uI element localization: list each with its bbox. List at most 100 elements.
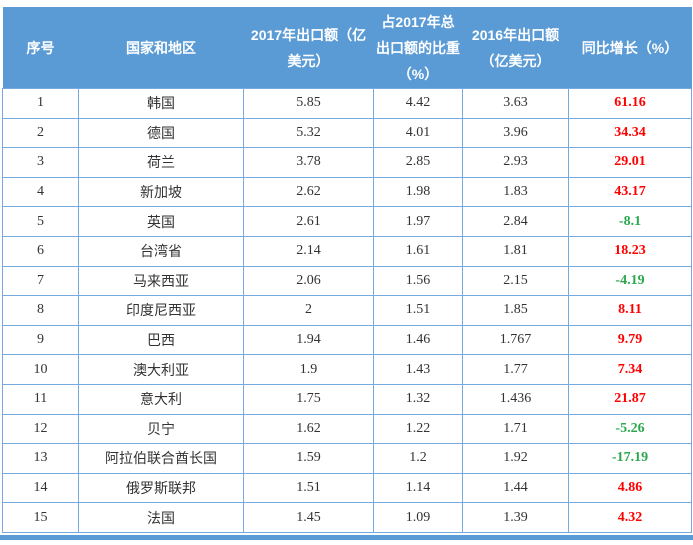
cell-export-2017: 1.62	[243, 413, 374, 445]
table-row: 3 荷兰 3.78 2.85 2.93 29.01	[2, 147, 692, 178]
table-row: 11 意大利 1.75 1.32 1.436 21.87	[2, 383, 692, 415]
cell-export-2016: 1.436	[462, 383, 569, 415]
table-row: 5 英国 2.61 1.97 2.84 -8.1	[2, 206, 692, 237]
cell-export-2017: 2	[243, 295, 374, 326]
cell-country: 巴西	[78, 324, 244, 356]
table-row: 14 俄罗斯联邦 1.51 1.14 1.44 4.86	[2, 472, 692, 504]
cell-export-2016: 1.71	[462, 413, 569, 445]
cell-country: 台湾省	[78, 235, 244, 267]
cell-export-2016: 1.39	[462, 502, 569, 533]
cell-growth: 43.17	[568, 176, 692, 208]
cell-export-2017: 1.59	[243, 443, 374, 474]
table-row: 13 阿拉伯联合酋长国 1.59 1.2 1.92 -17.19	[2, 443, 692, 474]
table-body: 1 韩国 5.85 4.42 3.63 61.16 2 德国 5.32 4.01…	[2, 88, 692, 533]
cell-export-2017: 1.75	[243, 383, 374, 415]
cell-growth: -8.1	[568, 206, 692, 237]
cell-growth: 8.11	[568, 295, 692, 326]
cell-export-2016: 1.44	[462, 472, 569, 504]
cell-index: 6	[2, 235, 79, 267]
cell-export-2016: 1.81	[462, 235, 569, 267]
cell-index: 8	[2, 295, 79, 326]
cell-export-2016: 1.77	[462, 354, 569, 385]
cell-index: 15	[2, 502, 79, 533]
cell-export-2017: 2.06	[243, 265, 374, 297]
cell-growth: 34.34	[568, 117, 692, 149]
cell-share-2017: 1.43	[373, 354, 463, 385]
cell-share-2017: 1.97	[373, 206, 463, 237]
cell-export-2016: 1.767	[462, 324, 569, 356]
cell-export-2016: 1.83	[462, 176, 569, 208]
table-row: 4 新加坡 2.62 1.98 1.83 43.17	[2, 176, 692, 208]
cell-export-2017: 1.94	[243, 324, 374, 356]
cell-share-2017: 1.98	[373, 176, 463, 208]
cell-export-2017: 5.85	[243, 88, 374, 119]
cell-export-2017: 5.32	[243, 117, 374, 149]
cell-country: 阿拉伯联合酋长国	[78, 443, 244, 474]
table-row: 6 台湾省 2.14 1.61 1.81 18.23	[2, 235, 692, 267]
cell-share-2017: 1.32	[373, 383, 463, 415]
column-header-share-2017: 占2017年总出口额的比重（%）	[373, 7, 463, 89]
column-header-index: 序号	[2, 7, 79, 89]
cell-country: 马来西亚	[78, 265, 244, 297]
table-row: 1 韩国 5.85 4.42 3.63 61.16	[2, 88, 692, 119]
table-row: 12 贝宁 1.62 1.22 1.71 -5.26	[2, 413, 692, 445]
cell-growth: 4.32	[568, 502, 692, 533]
table-row: 10 澳大利亚 1.9 1.43 1.77 7.34	[2, 354, 692, 385]
cell-share-2017: 1.56	[373, 265, 463, 297]
cell-share-2017: 1.61	[373, 235, 463, 267]
cell-export-2016: 1.92	[462, 443, 569, 474]
cell-growth: 21.87	[568, 383, 692, 415]
cell-country: 韩国	[78, 88, 244, 119]
header-row: 序号 国家和地区 2017年出口额（亿美元） 占2017年总出口额的比重（%） …	[2, 7, 692, 89]
table-row: 7 马来西亚 2.06 1.56 2.15 -4.19	[2, 265, 692, 297]
cell-index: 4	[2, 176, 79, 208]
cell-export-2016: 1.85	[462, 295, 569, 326]
cell-export-2017: 1.51	[243, 472, 374, 504]
cell-growth: -5.26	[568, 413, 692, 445]
cell-share-2017: 1.22	[373, 413, 463, 445]
cell-country: 荷兰	[78, 147, 244, 178]
cell-index: 5	[2, 206, 79, 237]
cell-share-2017: 1.2	[373, 443, 463, 474]
cell-export-2017: 1.9	[243, 354, 374, 385]
cell-share-2017: 1.09	[373, 502, 463, 533]
cell-export-2016: 3.63	[462, 88, 569, 119]
column-header-country: 国家和地区	[78, 7, 244, 89]
cell-country: 意大利	[78, 383, 244, 415]
cell-growth: 18.23	[568, 235, 692, 267]
cell-index: 2	[2, 117, 79, 149]
cell-export-2016: 2.93	[462, 147, 569, 178]
cell-export-2017: 2.61	[243, 206, 374, 237]
cell-growth: -4.19	[568, 265, 692, 297]
cell-index: 9	[2, 324, 79, 356]
cell-export-2016: 3.96	[462, 117, 569, 149]
cell-growth: 29.01	[568, 147, 692, 178]
cell-country: 德国	[78, 117, 244, 149]
cell-country: 印度尼西亚	[78, 295, 244, 326]
cell-share-2017: 4.01	[373, 117, 463, 149]
cell-export-2017: 2.14	[243, 235, 374, 267]
cell-country: 法国	[78, 502, 244, 533]
cell-country: 澳大利亚	[78, 354, 244, 385]
cell-export-2017: 2.62	[243, 176, 374, 208]
cell-growth: 9.79	[568, 324, 692, 356]
cell-country: 贝宁	[78, 413, 244, 445]
cell-share-2017: 2.85	[373, 147, 463, 178]
cell-export-2017: 3.78	[243, 147, 374, 178]
cell-share-2017: 1.51	[373, 295, 463, 326]
export-table: 序号 国家和地区 2017年出口额（亿美元） 占2017年总出口额的比重（%） …	[2, 7, 692, 533]
table-row: 15 法国 1.45 1.09 1.39 4.32	[2, 502, 692, 533]
cell-growth: -17.19	[568, 443, 692, 474]
cell-export-2016: 2.15	[462, 265, 569, 297]
cell-export-2017: 1.45	[243, 502, 374, 533]
cell-country: 俄罗斯联邦	[78, 472, 244, 504]
cell-growth: 61.16	[568, 88, 692, 119]
column-header-growth: 同比增长（%）	[568, 7, 692, 89]
cell-country: 新加坡	[78, 176, 244, 208]
table-header: 序号 国家和地区 2017年出口额（亿美元） 占2017年总出口额的比重（%） …	[2, 7, 692, 89]
cell-share-2017: 1.14	[373, 472, 463, 504]
cell-index: 3	[2, 147, 79, 178]
cell-index: 13	[2, 443, 79, 474]
cell-export-2016: 2.84	[462, 206, 569, 237]
